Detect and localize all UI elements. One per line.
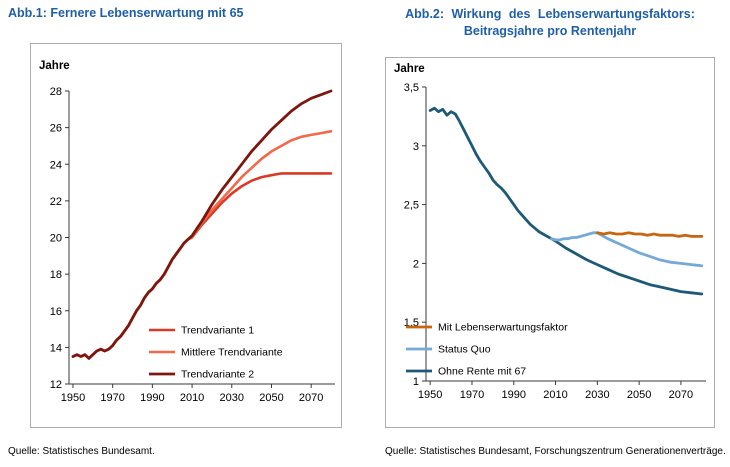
series-line-status-quo (549, 231, 704, 268)
series-line-trendvariante-2 (71, 89, 333, 360)
y-tick-label: 18 (50, 269, 62, 281)
x-tick-label: 1990 (140, 392, 164, 404)
x-tick-label: 2070 (669, 389, 693, 401)
legend-label-ohne-rente-mit-67: Ohne Rente mit 67 (438, 366, 526, 378)
axis-unit-label: Jahre (39, 60, 70, 72)
series-line-mit-lebenserwartungsfaktor (595, 231, 704, 238)
axis-unit-label: Jahre (394, 63, 425, 75)
figure-2-title: Abb.2: Wirkung des Lebenserwartungsfakto… (383, 6, 717, 40)
x-tick-label: 2050 (627, 389, 651, 401)
y-tick-label: 16 (50, 306, 62, 318)
figure-1-chart: 12 14 16 18 20 22 24 26 28 1950 1970 1990 2010 2030 20… (39, 60, 335, 404)
x-tick-label: 2070 (299, 392, 323, 404)
x-tick-label: 2010 (180, 392, 204, 404)
figure-2-title-line1: Abb.2: Wirkung des Lebenserwartungsfakto… (405, 7, 695, 21)
figure-1-title: Abb.1: Fernere Lebenserwartung mit 65 (8, 6, 244, 20)
x-tick-label: 2010 (543, 389, 567, 401)
y-tick-label: 1 (413, 376, 419, 388)
x-tick-label: 1990 (502, 389, 526, 401)
series-line-ohne-rente-mit-67 (428, 106, 704, 296)
legend-label-trendvariante-1: Trendvariante 1 (181, 325, 254, 337)
y-tick-label: 2,5 (404, 200, 419, 212)
x-tick-label: 2030 (585, 389, 609, 401)
x-tick-label: 1970 (460, 389, 484, 401)
x-tick-label: 1950 (61, 392, 85, 404)
legend-label-mit-lebenserwartungsfaktor: Mit Lebenserwartungsfaktor (438, 322, 568, 334)
x-tick-label: 1970 (100, 392, 124, 404)
legend-label-mittlere-trendvariante: Mittlere Trendvariante (181, 347, 283, 359)
x-tick-label: 2030 (220, 392, 244, 404)
y-tick-label: 24 (50, 159, 62, 171)
y-tick-label: 14 (50, 342, 62, 354)
y-tick-label: 3 (413, 141, 419, 153)
y-tick-label: 12 (50, 379, 62, 391)
figure-1-chart-frame: 12 14 16 18 20 22 24 26 28 1950 1970 1990 2010 2030 20… (30, 43, 342, 428)
y-tick-label: 22 (50, 196, 62, 208)
x-tick-label: 2050 (259, 392, 283, 404)
y-tick-label: 20 (50, 233, 62, 245)
x-tick-label: 1950 (418, 389, 442, 401)
y-tick-label: 2 (413, 258, 419, 270)
figure-2-chart-frame: 1 1,5 2 2,5 3 3,5 1950 1970 1990 2010 2030 2050 2070… (385, 57, 715, 428)
figure-2-source: Quelle: Statistisches Bundesamt, Forschu… (385, 446, 726, 457)
legend-label-status-quo: Status Quo (438, 344, 491, 356)
figure-1-source: Quelle: Statistisches Bundesamt. (8, 446, 155, 457)
figure-2-title-line2: Beitragsjahre pro Rentenjahr (463, 24, 637, 38)
y-tick-label: 3,5 (404, 82, 419, 94)
y-tick-label: 28 (50, 86, 62, 98)
y-tick-label: 26 (50, 123, 62, 135)
legend-label-trendvariante-2: Trendvariante 2 (181, 369, 254, 381)
